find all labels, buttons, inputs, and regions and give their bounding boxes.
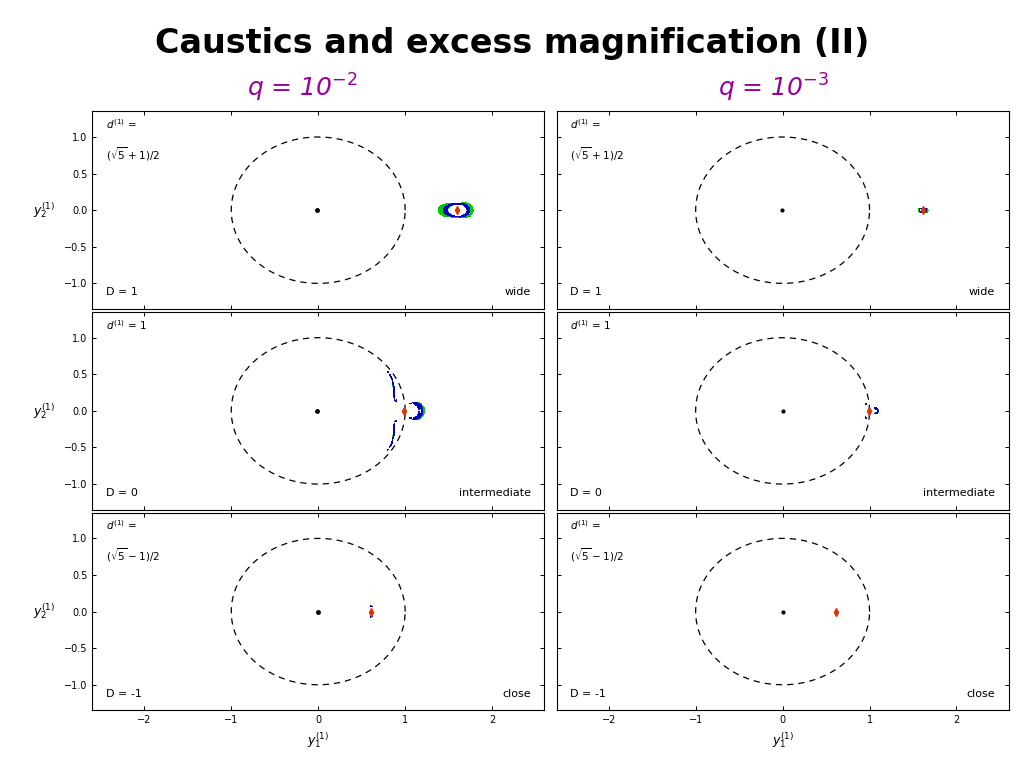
Text: $d^{(1)}$ =: $d^{(1)}$ = xyxy=(570,518,601,532)
Text: close: close xyxy=(502,689,530,699)
Text: D = 0: D = 0 xyxy=(570,488,602,498)
Text: $q$ = 10$^{-3}$: $q$ = 10$^{-3}$ xyxy=(718,72,828,104)
Text: Caustics and excess magnification (II): Caustics and excess magnification (II) xyxy=(155,27,869,60)
Text: wide: wide xyxy=(505,287,530,297)
Text: wide: wide xyxy=(969,287,995,297)
Y-axis label: $y_2^{(1)}$: $y_2^{(1)}$ xyxy=(34,401,55,421)
Text: $(\sqrt{5}-1)/2$: $(\sqrt{5}-1)/2$ xyxy=(570,546,624,564)
Text: D = 1: D = 1 xyxy=(105,287,137,297)
Text: D = -1: D = -1 xyxy=(105,689,141,699)
Text: D = 0: D = 0 xyxy=(105,488,137,498)
Text: $q$ = 10$^{-2}$: $q$ = 10$^{-2}$ xyxy=(247,72,357,104)
Text: $(\sqrt{5}+1)/2$: $(\sqrt{5}+1)/2$ xyxy=(570,145,624,163)
Text: close: close xyxy=(967,689,995,699)
Text: $(\sqrt{5}+1)/2$: $(\sqrt{5}+1)/2$ xyxy=(105,145,160,163)
Text: $d^{(1)}$ =: $d^{(1)}$ = xyxy=(105,118,136,131)
Text: $d^{(1)}$ =: $d^{(1)}$ = xyxy=(105,518,136,532)
Text: intermediate: intermediate xyxy=(923,488,995,498)
Y-axis label: $y_2^{(1)}$: $y_2^{(1)}$ xyxy=(34,602,55,621)
Text: $d^{(1)}$ = 1: $d^{(1)}$ = 1 xyxy=(105,318,146,332)
Text: $(\sqrt{5}-1)/2$: $(\sqrt{5}-1)/2$ xyxy=(105,546,160,564)
Y-axis label: $y_2^{(1)}$: $y_2^{(1)}$ xyxy=(34,200,55,220)
Text: $d^{(1)}$ = 1: $d^{(1)}$ = 1 xyxy=(570,318,611,332)
X-axis label: $y_1^{(1)}$: $y_1^{(1)}$ xyxy=(307,731,329,750)
Text: D = 1: D = 1 xyxy=(570,287,602,297)
Text: D = -1: D = -1 xyxy=(570,689,606,699)
Text: intermediate: intermediate xyxy=(459,488,530,498)
X-axis label: $y_1^{(1)}$: $y_1^{(1)}$ xyxy=(772,731,794,750)
Text: $d^{(1)}$ =: $d^{(1)}$ = xyxy=(570,118,601,131)
